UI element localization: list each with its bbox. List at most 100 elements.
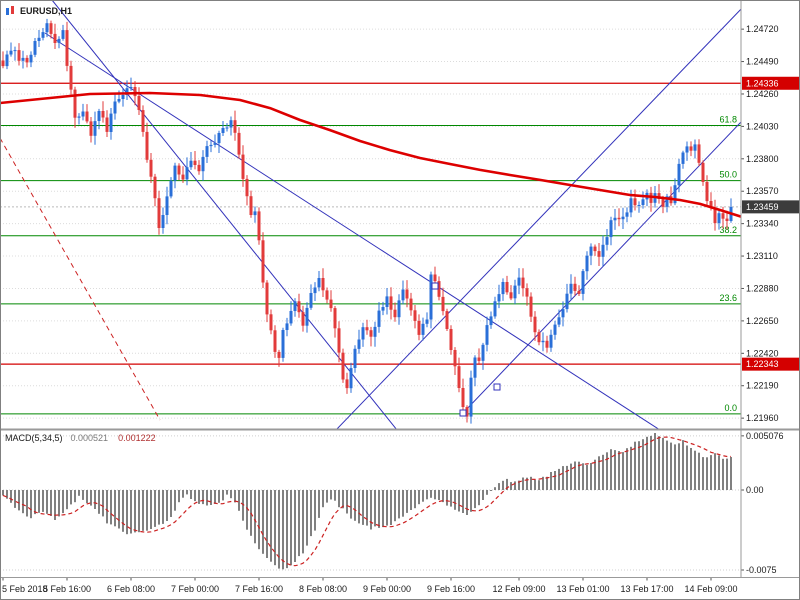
ascending-trendline-2[interactable] [462,121,741,414]
macd-bar [74,490,76,503]
candle-body [241,154,245,179]
price-marker-label: 1.24336 [746,78,779,88]
macd-bar [46,490,48,514]
candle-body [157,198,161,228]
candle-body [277,351,281,358]
macd-bar [130,490,132,534]
macd-bar [402,490,404,517]
candle-body [353,348,357,368]
trendline-handle[interactable] [459,409,467,417]
candle-body [505,282,509,293]
macd-bar [582,463,584,490]
macd-bar [106,490,108,524]
candle-body [457,366,461,388]
ascending-trendline-1[interactable] [335,6,744,430]
symbol-period-text: EURUSD,H1 [20,5,73,16]
candle-body [721,213,725,219]
macd-bar [418,490,420,505]
candle-body [73,89,77,118]
macd-bar [302,490,304,554]
macd-indicator-label: MACD(5,34,5) 0.000521 0.001222 [5,433,156,443]
trendline-handles[interactable] [431,282,501,417]
macd-bar [274,490,276,566]
candle-body [9,50,13,55]
candle-body [201,156,205,172]
macd-bar [454,490,456,510]
candle-body [105,117,109,132]
macd-bar [234,490,236,503]
candle-body [221,128,225,133]
candle-body [121,95,125,99]
candle-body [465,407,469,417]
macd-bar [310,490,312,537]
candle-body [497,294,501,302]
time-axis-label: 5 Feb 2018 [2,584,48,594]
macd-bar [378,490,380,528]
price-axis-label: 1.24720 [746,24,779,34]
macd-bar [618,451,620,490]
candle-body [705,182,709,202]
candle-body [589,246,593,256]
candle-body [349,368,353,389]
candle-body [461,388,465,407]
macd-bar [158,490,160,525]
macd-bar [14,490,16,508]
macd-bar [114,490,116,527]
candle-body [389,296,393,310]
macd-bar [346,490,348,514]
price-marker [742,357,800,371]
time-axis-label: 13 Feb 01:00 [556,584,609,594]
macd-bar [18,490,20,511]
macd-bar [374,490,376,527]
candle-body [37,37,41,41]
trendline-handle[interactable] [493,383,501,391]
price-marker-label: 1.23459 [746,202,779,212]
descending-trendline-2[interactable] [44,32,661,430]
candle-body [521,277,525,289]
candle-body [205,146,209,157]
macd-bar [498,483,500,490]
candle-body [605,237,609,245]
macd-bar [26,490,28,517]
candle-body [677,163,681,186]
trendlines[interactable] [0,0,744,430]
macd-bar [466,490,468,515]
candle-body [397,300,401,318]
candle-body [709,201,713,208]
candle-body [309,293,313,308]
macd-bar [178,490,180,503]
macd-bar [170,490,172,517]
macd-bar [398,490,400,519]
macd-bar [514,481,516,490]
candle-body [149,159,153,177]
macd-signal-value: 0.001222 [118,433,156,443]
candle-body [245,178,249,197]
macd-bar [574,461,576,490]
macd-bar [382,490,384,528]
descending-dashed-line[interactable] [0,137,161,421]
macd-main-value: 0.000521 [70,433,109,443]
chart-type-icon [6,6,14,15]
candle-body [61,30,65,39]
candle-body [297,301,301,313]
macd-name: MACD(5,34,5) [5,433,63,443]
candle-body [373,326,377,337]
candle-body [637,205,641,206]
macd-bar [542,476,544,490]
trendline-handle[interactable] [431,282,439,290]
candle-body [401,289,405,301]
price-axis-label: 1.22650 [746,316,779,326]
price-axis[interactable]: 1.24720 1.24490 1.24260 1.24030 1.23800 1.235… [741,24,800,575]
macd-bar [126,490,128,535]
macd-bar [298,490,300,557]
macd-bar [322,490,324,508]
candle-body [53,33,57,43]
macd-bar [646,436,648,490]
candle-body [325,290,329,300]
macd-bar [94,490,96,509]
macd-bar [286,490,288,569]
candle-body [633,198,637,206]
candle-body [281,330,285,358]
